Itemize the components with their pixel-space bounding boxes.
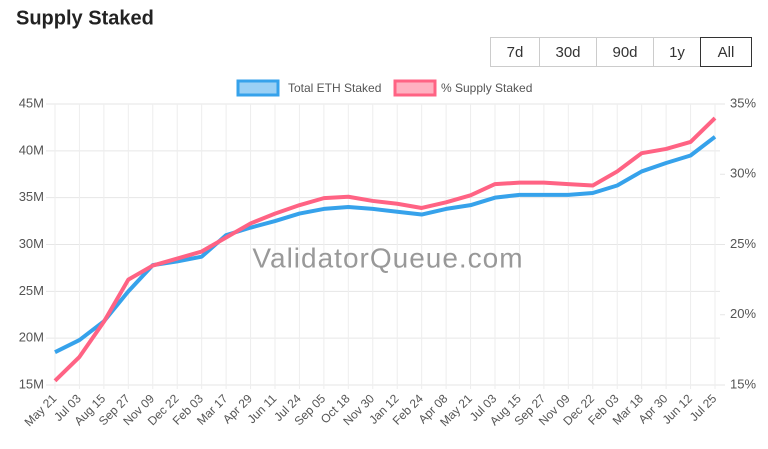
chart-title: Supply Staked xyxy=(16,7,154,29)
y2-tick-label: 30% xyxy=(730,166,756,181)
legend-swatch xyxy=(393,79,437,97)
range-button[interactable]: 90d xyxy=(596,37,654,67)
y-tick-label: 20M xyxy=(19,330,44,345)
y2-tick-label: 35% xyxy=(730,95,756,110)
y-tick-label: 40M xyxy=(19,142,44,157)
y-tick-label: 45M xyxy=(19,95,44,110)
y-tick-label: 35M xyxy=(19,189,44,204)
range-button[interactable]: 1y xyxy=(653,37,701,67)
y-tick-label: 30M xyxy=(19,236,44,251)
legend-label: % Supply Staked xyxy=(441,81,532,95)
legend-swatch xyxy=(236,79,280,97)
range-buttons: 7d 30d 90d 1y All xyxy=(490,37,752,67)
range-button[interactable]: 7d xyxy=(490,37,540,67)
x-tick-label: Jul 25 xyxy=(687,391,720,424)
range-button[interactable]: 30d xyxy=(539,37,597,67)
range-button[interactable]: All xyxy=(700,37,752,67)
series-line xyxy=(53,116,717,383)
legend-label: Total ETH Staked xyxy=(288,81,381,95)
y2-tick-label: 15% xyxy=(730,376,756,391)
y2-tick-label: 25% xyxy=(730,236,756,251)
y-tick-label: 25M xyxy=(19,283,44,298)
watermark: ValidatorQueue.com xyxy=(252,242,523,273)
y2-tick-label: 20% xyxy=(730,306,756,321)
y-tick-label: 15M xyxy=(19,376,44,391)
